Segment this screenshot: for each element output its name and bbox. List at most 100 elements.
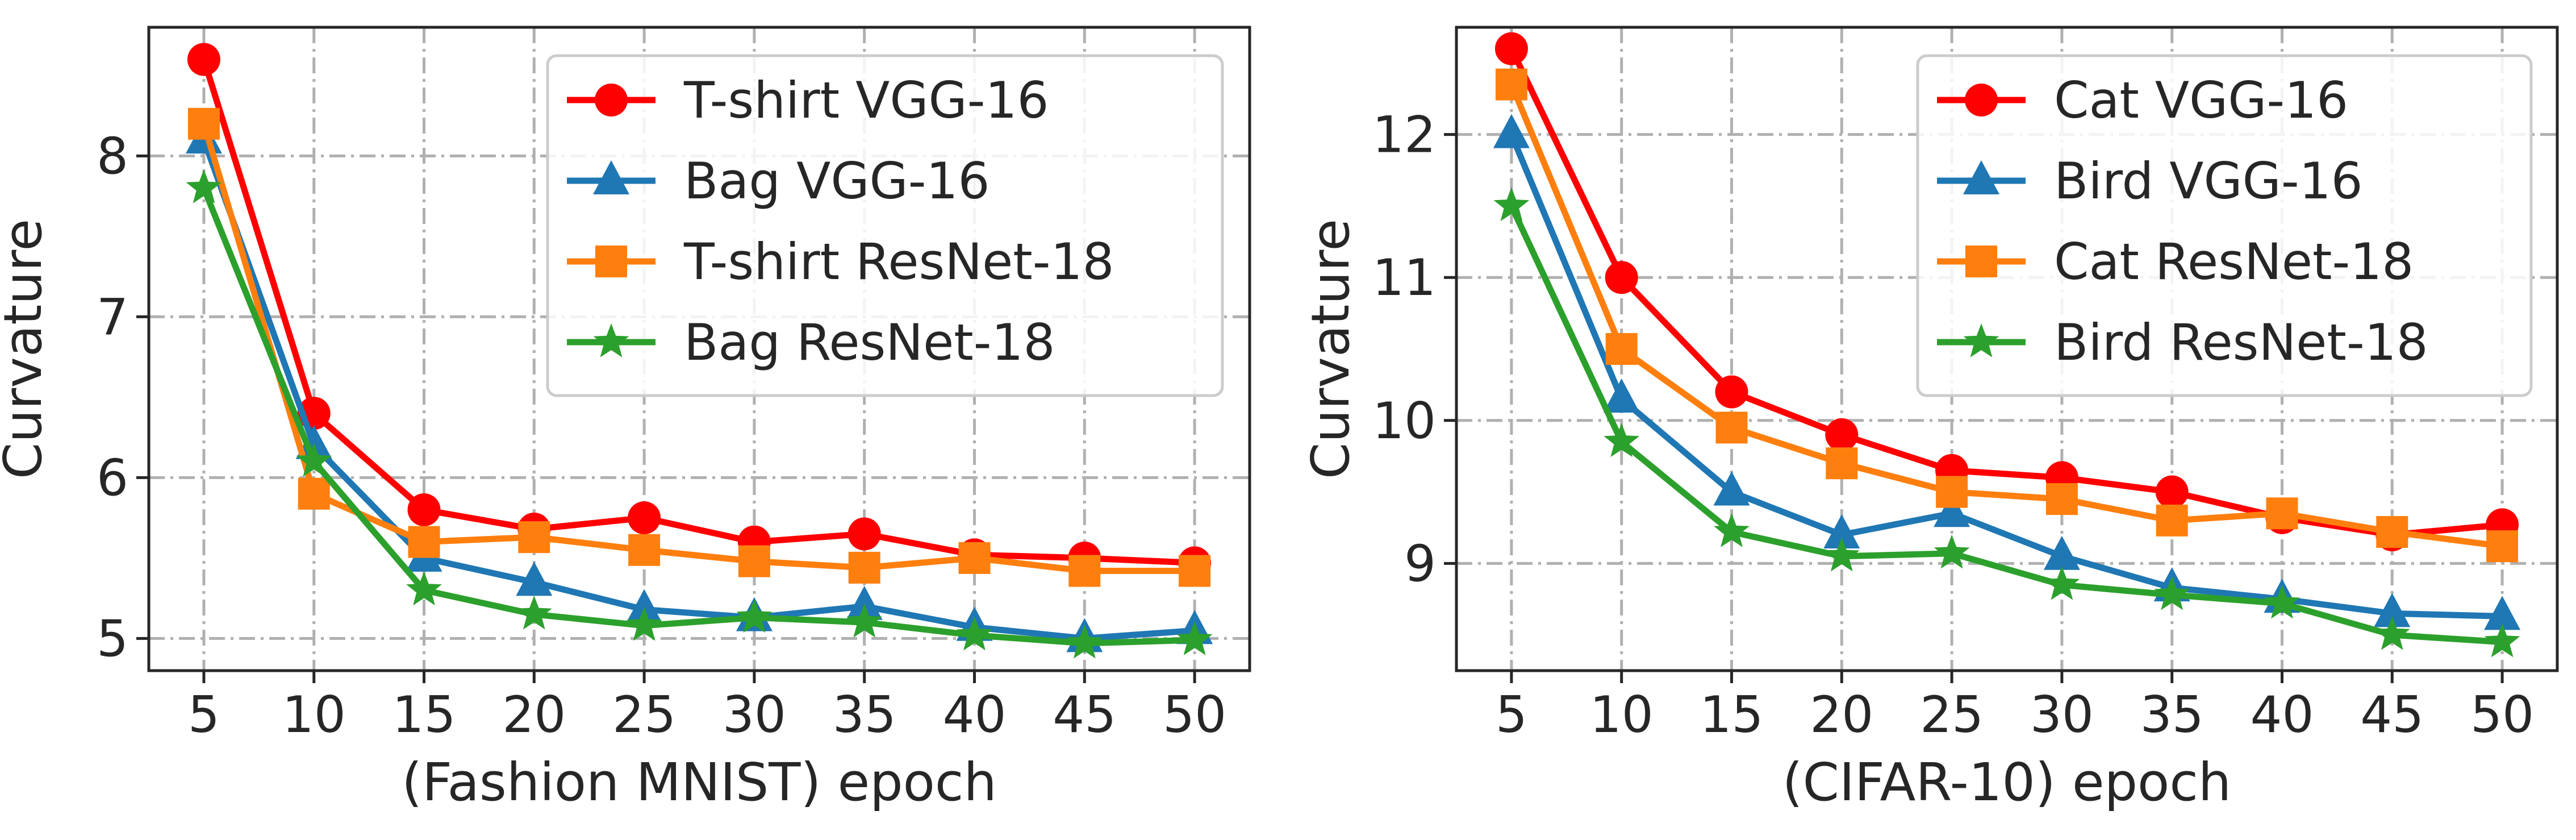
chart2-data-point-bird-vgg-16 xyxy=(1603,379,1640,413)
chart2-legend-marker-bird-vgg-16 xyxy=(1963,160,1999,194)
chart2-data-point-bird-resnet-18 xyxy=(2484,623,2520,658)
chart1-data-point-t-shirt-vgg-16 xyxy=(407,493,441,526)
chart2-legend-label-bird-resnet-18: Bird ResNet-18 xyxy=(2054,313,2428,372)
chart1-y-tick-label: 7 xyxy=(97,288,128,346)
chart2-legend-marker-cat-vgg-16 xyxy=(1965,84,1998,117)
chart1-y-tick-label: 5 xyxy=(97,609,128,668)
chart2-data-point-bird-vgg-16 xyxy=(1493,114,1530,148)
chart1-data-point-bag-vgg-16 xyxy=(295,425,332,459)
chart2-y-tick-label: 9 xyxy=(1404,534,1436,593)
cifar10-curvature-chart: 5 10 15 20 25 30 35 40 45 50 9 10 11 12 (CIFAR-10) epo… xyxy=(1300,26,2559,813)
chart2-legend-label-cat-resnet-18: Cat ResNet-18 xyxy=(2054,232,2414,291)
chart2-x-tick-label: 45 xyxy=(2360,685,2424,744)
chart1-x-axis-label: (Fashion MNIST) epoch xyxy=(402,752,997,813)
chart2-x-tick-label: 30 xyxy=(2030,685,2094,744)
chart1-data-point-bag-resnet-18 xyxy=(957,616,992,651)
chart1-data-point-bag-resnet-18 xyxy=(516,595,552,630)
chart2-data-point-cat-vgg-16 xyxy=(2155,475,2189,509)
chart1-legend-marker-t-shirt-resnet-18 xyxy=(595,246,627,277)
chart2-data-point-cat-resnet-18 xyxy=(2486,530,2519,563)
chart2-x-tick-label: 10 xyxy=(1590,685,1654,744)
chart2-data-point-bird-resnet-18 xyxy=(1934,534,1970,569)
chart2-data-point-cat-vgg-16 xyxy=(1605,261,1638,294)
chart1-data-point-bag-vgg-16 xyxy=(626,589,663,623)
fashion-mnist-curvature-chart: 5 10 15 20 25 30 35 40 45 50 5 6 7 8 (Fashion MNIST) e… xyxy=(0,26,1251,813)
chart2-legend-box xyxy=(1916,54,2533,397)
chart2-data-point-cat-resnet-18 xyxy=(1605,333,1638,365)
chart2-series-line-cat-vgg-16 xyxy=(1508,45,2506,538)
chart2-data-point-bird-resnet-18 xyxy=(2374,616,2410,650)
chart2-x-tick-label: 20 xyxy=(1810,685,1873,744)
chart1-y-axis-label: Curvature xyxy=(0,219,53,479)
chart1-data-point-t-shirt-resnet-18 xyxy=(738,545,770,577)
chart2-data-point-bird-vgg-16 xyxy=(2484,596,2521,630)
chart1-data-point-bag-resnet-18 xyxy=(1176,621,1213,655)
chart2-data-point-bird-resnet-18 xyxy=(2264,584,2300,619)
chart1-data-point-bag-resnet-18 xyxy=(846,604,883,638)
chart2-data-point-cat-resnet-18 xyxy=(2156,504,2188,537)
chart1-x-tick-label: 20 xyxy=(502,685,566,744)
chart1-data-point-bag-vgg-16 xyxy=(846,585,883,620)
chart1-data-point-t-shirt-resnet-18 xyxy=(848,551,880,584)
chart1-x-tick-label: 45 xyxy=(1053,685,1116,744)
chart2-data-point-cat-vgg-16 xyxy=(1825,418,1859,451)
chart1-data-point-t-shirt-vgg-16 xyxy=(628,501,661,535)
chart1-data-point-t-shirt-resnet-18 xyxy=(1179,555,1211,587)
chart2-x-tick-label: 15 xyxy=(1700,685,1764,744)
chart1-x-tick-label: 30 xyxy=(723,685,786,744)
chart2-data-point-bird-resnet-18 xyxy=(1493,187,1530,222)
chart2-data-point-cat-vgg-16 xyxy=(1494,32,1528,65)
chart1-series-line-bag-resnet-18 xyxy=(201,185,1198,647)
chart2-x-axis-label: (CIFAR-10) epoch xyxy=(1782,752,2231,813)
chart2-data-point-cat-vgg-16 xyxy=(1715,375,1748,409)
chart2-data-point-bird-resnet-18 xyxy=(1714,513,1750,547)
chart2-data-point-cat-resnet-18 xyxy=(2045,483,2078,515)
chart1-x-tick-label: 35 xyxy=(833,685,896,744)
chart2-data-point-bird-vgg-16 xyxy=(1934,493,1970,527)
chart2-x-tick-label: 50 xyxy=(2470,685,2534,744)
chart2-data-point-bird-vgg-16 xyxy=(2374,593,2411,627)
chart2-data-point-bird-resnet-18 xyxy=(1823,537,1860,572)
chart2-series-line-cat-resnet-18 xyxy=(1508,81,2506,550)
chart2-legend: Cat VGG-16 Bird VGG-16 Cat ResNet-18 Bird R… xyxy=(1916,54,2533,397)
chart1-legend-marker-bag-resnet-18 xyxy=(593,323,629,357)
chart1-data-point-bag-resnet-18 xyxy=(736,598,773,633)
chart2-data-point-cat-resnet-18 xyxy=(2266,497,2298,530)
chart1-x-tick-label: 25 xyxy=(612,685,676,744)
chart1-data-point-t-shirt-vgg-16 xyxy=(187,43,220,76)
chart2-legend-label-bird-vgg-16: Bird VGG-16 xyxy=(2054,152,2363,210)
chart1-x-tick-label: 50 xyxy=(1163,685,1226,744)
chart1-data-point-bag-resnet-18 xyxy=(406,571,442,606)
chart2-legend-marker-cat-resnet-18 xyxy=(1965,246,1997,277)
chart1-legend-label-t-shirt-vgg-16: T-shirt VGG-16 xyxy=(683,71,1049,130)
chart1-plot-area xyxy=(147,26,1251,672)
chart2-y-axis-label: Curvature xyxy=(1300,219,1361,479)
chart1-data-point-bag-resnet-18 xyxy=(186,169,222,203)
chart1-data-point-bag-vgg-16 xyxy=(516,562,553,596)
chart1-y-tick-label: 8 xyxy=(97,127,128,185)
chart1-legend: T-shirt VGG-16 Bag VGG-16 T-shirt ResNet-1… xyxy=(546,54,1224,397)
chart1-legend-box xyxy=(546,54,1224,397)
chart2-plot-area xyxy=(1455,26,2559,672)
chart2-data-point-bird-resnet-18 xyxy=(2154,576,2190,610)
chart1-series-line-bag-vgg-16 xyxy=(201,136,1198,642)
chart2-x-tick-label: 35 xyxy=(2140,685,2204,744)
chart1-data-point-t-shirt-resnet-18 xyxy=(298,477,330,510)
chart2-series-line-bird-resnet-18 xyxy=(1508,202,2506,646)
chart1-data-point-bag-resnet-18 xyxy=(1066,624,1103,659)
chart1-series-line-t-shirt-vgg-16 xyxy=(201,56,1198,566)
chart1-legend-marker-t-shirt-vgg-16 xyxy=(595,84,628,117)
chart2-data-point-bird-vgg-16 xyxy=(1713,471,1750,506)
chart1-legend-marker-bag-vgg-16 xyxy=(593,160,629,194)
chart1-legend-label-bag-vgg-16: Bag VGG-16 xyxy=(684,152,990,210)
chart1-x-tick-label: 40 xyxy=(943,685,1007,744)
chart2-y-tick-label: 11 xyxy=(1372,248,1436,307)
chart2-x-tick-label: 40 xyxy=(2251,685,2314,744)
chart1-legend-label-t-shirt-resnet-18: T-shirt ResNet-18 xyxy=(683,232,1114,291)
chart2-data-point-cat-resnet-18 xyxy=(1495,68,1527,101)
chart2-data-point-cat-resnet-18 xyxy=(1715,411,1748,444)
chart1-data-point-t-shirt-resnet-18 xyxy=(958,542,991,574)
chart2-legend-label-cat-vgg-16: Cat VGG-16 xyxy=(2054,71,2348,130)
chart2-data-point-bird-vgg-16 xyxy=(1823,514,1860,549)
